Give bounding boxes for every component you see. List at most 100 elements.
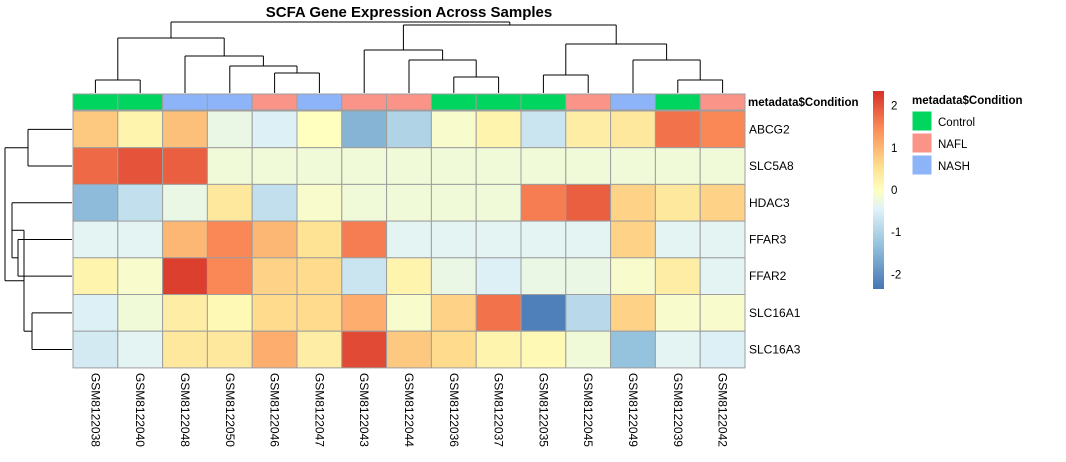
heatmap-cell [117,294,164,332]
heatmap-cell [117,330,164,369]
heatmap-cell [699,147,746,185]
heatmap-cell [206,257,253,295]
annotation-cell [251,93,298,111]
heatmap-cell [386,220,432,259]
heatmap-cell [117,110,164,149]
heatmap-cell [386,257,432,295]
annotation-cell [654,93,701,111]
column-label: GSM8122036 [447,373,461,447]
heatmap-cell [386,183,432,222]
row-labels: ABCG2 SLC5A8 HDAC3 FFAR3 FFAR2 SLC16A1 SLC16A3 [749,122,801,356]
heatmap-cell [520,294,567,332]
heatmap-cell [341,330,388,369]
color-scale-legend: 2 1 0 -1 -2 [873,91,901,289]
heatmap-cell [206,183,253,222]
heatmap-cell [654,183,701,222]
heatmap-cell [296,220,343,259]
heatmap-cell [430,257,477,295]
row-dendrogram [4,128,72,351]
row-label: SLC16A1 [749,306,801,320]
column-label: GSM8122038 [88,373,102,447]
annotation-cell [565,93,612,111]
heatmap-cell [565,330,612,369]
heatmap-cell [72,147,119,185]
heatmap-cell [430,183,477,222]
column-label: GSM8122044 [402,373,416,447]
heatmap-cell [72,220,119,259]
heatmap-cell [654,330,701,369]
heatmap-cell [475,294,522,332]
heatmap-cell [475,330,522,369]
column-labels: GSM8122038 GSM8122040 GSM8122048 GSM8122050… [88,373,729,447]
heatmap-cell [654,220,701,259]
heatmap-cell [386,110,432,149]
heatmap-cell [206,294,253,332]
heatmap-cell [296,330,343,369]
heatmap-cell [475,147,522,185]
heatmap-cell [654,294,701,332]
heatmap-cell [206,220,253,259]
annotation-legend-title: metadata$Condition [912,95,1023,107]
heatmap-cell [699,257,746,295]
chart-title: SCFA Gene Expression Across Samples [266,4,553,21]
heatmap-cell [386,330,432,369]
column-label: GSM8122037 [492,373,506,447]
heatmap-cell [162,257,208,295]
heatmap-cell [520,183,567,222]
heatmap-cell [565,220,612,259]
heatmap-cells [72,110,746,369]
row-label: FFAR2 [749,269,787,283]
annotation-cell [341,93,388,111]
heatmap-cell [610,257,656,295]
annotation-bar [72,93,746,111]
legend-entry: NASH [938,161,970,173]
annotation-cell [520,93,567,111]
heatmap-cell [72,110,119,149]
annotation-cell [117,93,164,111]
heatmap-cell [162,330,208,369]
heatmap-cell [430,220,477,259]
column-label: GSM8122048 [178,373,192,447]
annotation-cell [162,93,208,111]
heatmap-cell [296,147,343,185]
annotation-cell [430,93,477,111]
legend-swatch [911,110,933,132]
heatmap-cell [520,110,567,149]
heatmap-cell [386,294,432,332]
heatmap-cell [699,294,746,332]
heatmap-cell [162,183,208,222]
annotation-cell [72,93,119,111]
annotation-cell [386,93,432,111]
annotation-cell [610,93,656,111]
column-label: GSM8122035 [536,373,550,447]
column-label: GSM8122043 [357,373,371,447]
heatmap-cell [117,220,164,259]
heatmap-cell [72,330,119,369]
heatmap-cell [341,110,388,149]
legend-entry: NAFL [938,139,968,151]
color-scale-tick: 2 [891,101,897,113]
heatmap-cell [520,330,567,369]
color-scale-tick: -2 [891,269,901,281]
heatmap-cell [565,183,612,222]
heatmap-cell [520,220,567,259]
heatmap-cell [430,330,477,369]
heatmap-cell [162,220,208,259]
heatmap-cell [251,183,298,222]
heatmap-cell [475,220,522,259]
row-label: ABCG2 [749,122,790,136]
heatmap-cell [296,294,343,332]
heatmap-cell [699,183,746,222]
heatmap-cell [206,330,253,369]
column-label: GSM8122046 [268,373,282,447]
annotation-cell [206,93,253,111]
heatmap-cell [296,183,343,222]
heatmap-cell [565,294,612,332]
heatmap-cell [341,183,388,222]
heatmap-cell [610,330,656,369]
heatmap-cell [341,220,388,259]
legend-swatch [911,154,933,176]
heatmap-cell [699,220,746,259]
heatmap-cell [251,330,298,369]
